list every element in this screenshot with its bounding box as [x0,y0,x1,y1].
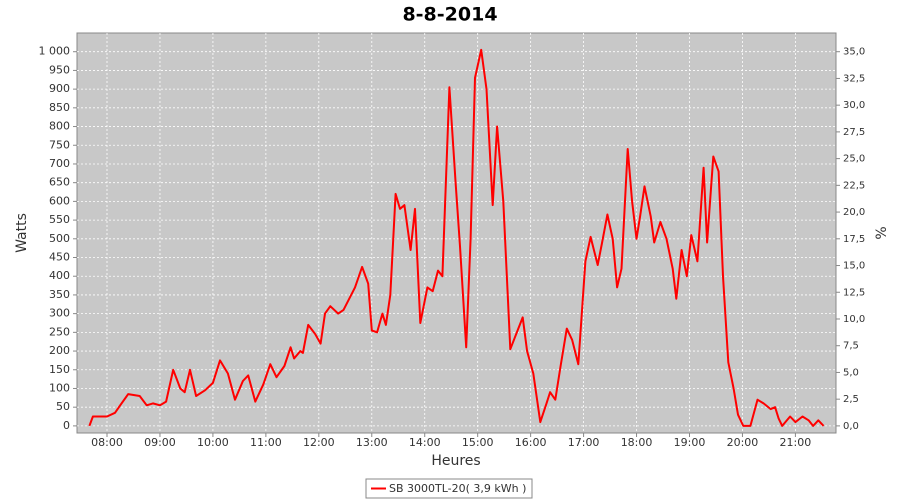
y2-tick-label: 10,0 [843,314,865,325]
y2-tick-label: 35,0 [843,47,865,58]
y2-tick-label: 22,5 [843,180,865,191]
legend-label: SB 3000TL-20( 3,9 kWh ) [389,482,526,495]
chart-title: 8-8-2014 [402,4,497,26]
y-axis-label: Watts [14,213,30,253]
x-tick-label: 13:00 [356,436,388,449]
x-tick-label: 11:00 [250,436,282,449]
y2-tick-label: 15,0 [843,261,865,272]
y2-tick-label: 2,5 [843,394,859,405]
y-tick-label: 250 [49,325,70,338]
y-tick-label: 100 [49,381,70,394]
y-tick-label: 300 [49,307,70,320]
y2-tick-label: 25,0 [843,154,865,165]
y2-tick-label: 30,0 [843,100,865,111]
y2-tick-label: 0,0 [843,421,859,432]
y2-tick-label: 5,0 [843,367,859,378]
x-tick-label: 19:00 [674,436,706,449]
x-axis-label: Heures [431,453,480,469]
y-tick-label: 350 [49,288,70,301]
y-tick-label: 400 [49,269,70,282]
y-tick-label: 800 [49,120,70,133]
plot-area [76,32,837,434]
x-tick-label: 15:00 [462,436,494,449]
legend [365,478,533,499]
y-tick-label: 900 [49,82,70,95]
x-tick-label: 09:00 [144,436,176,449]
y2-tick-label: 17,5 [843,234,865,245]
y-tick-label: 700 [49,157,70,170]
x-tick-label: 21:00 [780,436,812,449]
y-tick-label: 500 [49,232,70,245]
y-tick-label: 600 [49,194,70,207]
y-tick-label: 150 [49,363,70,376]
y2-tick-label: 32,5 [843,73,865,84]
y-tick-label: 1 000 [39,45,71,58]
y-tick-label: 200 [49,344,70,357]
x-tick-label: 14:00 [409,436,441,449]
x-tick-label: 18:00 [621,436,653,449]
x-tick-label: 16:00 [515,436,547,449]
x-tick-label: 08:00 [91,436,123,449]
y2-tick-label: 20,0 [843,207,865,218]
y-tick-label: 50 [56,400,70,413]
y-tick-label: 950 [49,63,70,76]
y-tick-label: 850 [49,101,70,114]
x-tick-label: 20:00 [727,436,759,449]
x-tick-label: 12:00 [303,436,335,449]
x-tick-label: 10:00 [197,436,229,449]
y-tick-label: 450 [49,251,70,264]
y-tick-label: 0 [63,419,70,432]
y2-tick-label: 12,5 [843,287,865,298]
y2-tick-label: 27,5 [843,127,865,138]
y2-tick-label: 7,5 [843,341,859,352]
data-line [88,48,825,427]
y-tick-label: 750 [49,138,70,151]
y-tick-label: 550 [49,213,70,226]
x-tick-label: 17:00 [568,436,600,449]
y-tick-label: 650 [49,176,70,189]
y2-axis-label: % [874,226,890,239]
